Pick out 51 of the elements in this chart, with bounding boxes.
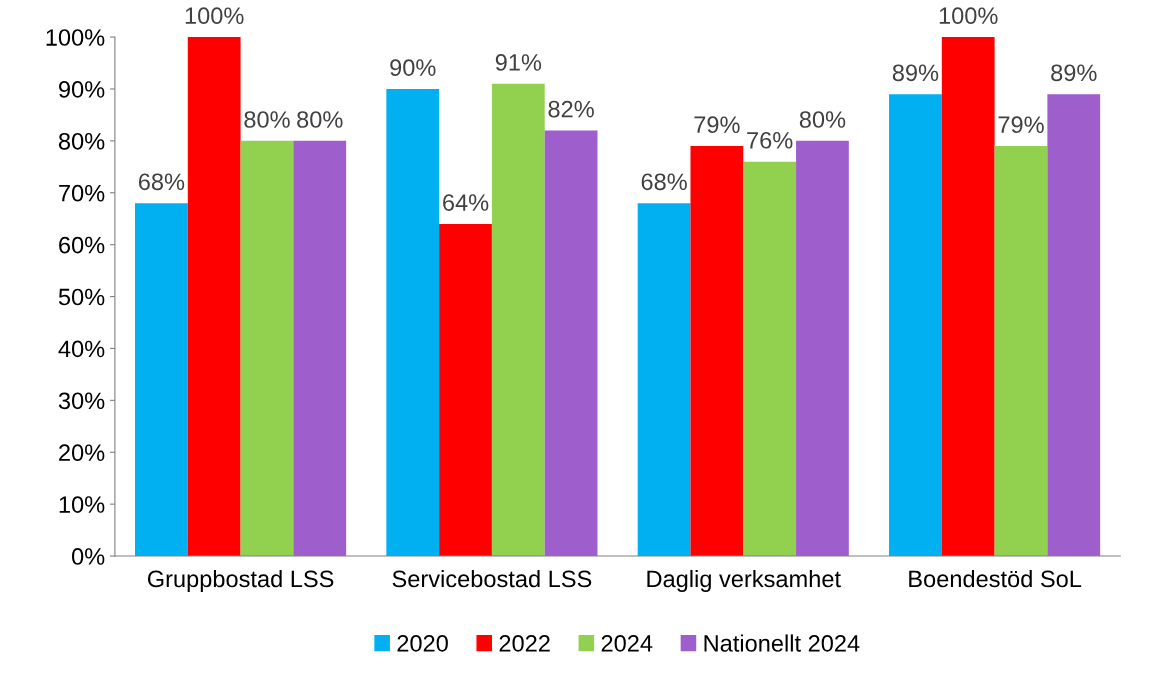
bar (743, 161, 797, 557)
y-tick-label: 100% (46, 29, 105, 46)
bar (439, 223, 492, 557)
bar (690, 146, 744, 557)
bar (386, 88, 440, 557)
data-label: 91% (495, 54, 542, 71)
x-tick-label: Daglig verksamhet (647, 569, 841, 592)
data-label: 100% (185, 7, 244, 25)
data-label: 80% (244, 111, 290, 128)
bar (994, 146, 1048, 557)
bar (240, 140, 294, 557)
legend-label: 2022 (499, 635, 550, 652)
bar (637, 203, 691, 557)
x-tick-label: Gruppbostad LSS (147, 569, 334, 592)
legend-label: Nationellt 2024 (704, 634, 860, 652)
bar (796, 140, 849, 557)
data-label: 79% (998, 116, 1044, 134)
y-tick-label: 20% (59, 444, 105, 462)
bar (187, 37, 241, 557)
y-tick-label: 40% (58, 340, 105, 358)
y-tick-label: 70% (59, 184, 105, 202)
legend-label: 2024 (601, 635, 653, 652)
x-tick-label: Boendestöd SoL (909, 569, 1082, 588)
data-label: 80% (297, 111, 343, 128)
bar (544, 130, 598, 557)
data-label: 64% (443, 194, 489, 211)
data-label: 89% (892, 64, 939, 82)
data-label: 80% (799, 111, 846, 128)
y-tick-label: 30% (58, 392, 105, 410)
bar (293, 140, 347, 557)
x-tick-label: Servicebostad LSS (392, 569, 592, 588)
data-label: 79% (694, 116, 740, 134)
bar (889, 94, 942, 557)
bar (941, 37, 995, 557)
data-label: 89% (1051, 64, 1097, 82)
bar (1047, 94, 1101, 557)
y-tick-label: 60% (59, 236, 105, 254)
y-tick-label: 50% (58, 288, 105, 306)
data-label: 76% (747, 131, 793, 149)
legend-label: 2020 (397, 635, 448, 652)
data-label: 68% (138, 173, 185, 191)
data-label: 82% (548, 100, 594, 118)
bar (491, 83, 545, 557)
data-label: 100% (939, 7, 998, 25)
y-tick-label: 10% (59, 496, 105, 513)
bar (135, 203, 188, 557)
y-tick-label: 0% (71, 548, 105, 565)
data-label: 68% (641, 173, 687, 191)
data-label: 90% (390, 59, 436, 76)
y-tick-label: 80% (58, 132, 105, 150)
y-tick-label: 90% (59, 81, 105, 98)
